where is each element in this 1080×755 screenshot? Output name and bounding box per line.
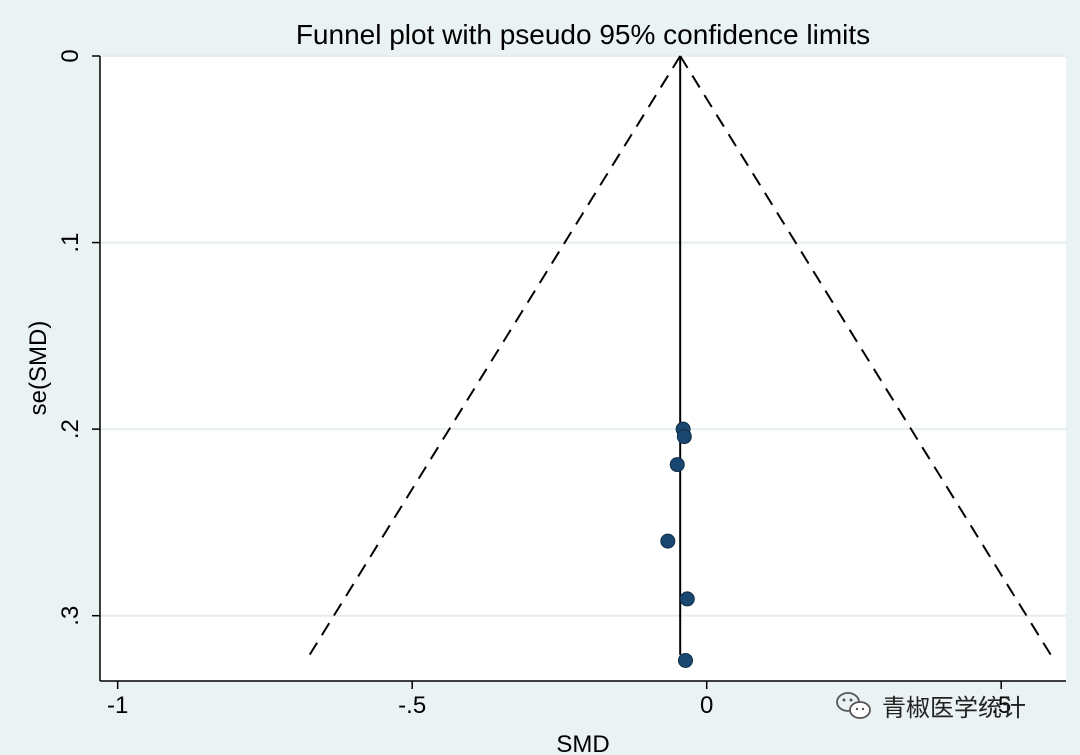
data-point-2 [669, 457, 685, 473]
data-point-3 [660, 533, 676, 549]
y-axis-label: se(SMD) [25, 321, 52, 416]
x-tick-label-0: -1 [107, 692, 128, 719]
chart-title: Funnel plot with pseudo 95% confidence l… [296, 19, 870, 50]
x-tick-label-3: .5 [991, 692, 1011, 719]
upper-confidence-limit [679, 55, 1052, 656]
axis-ticks: 0 .1 .2 .3 -1 -.5 0 .5 [57, 49, 1011, 719]
x-tick-label-2: 0 [700, 692, 713, 719]
y-tick-label-0: 0 [57, 49, 84, 62]
x-tick-label-1: -.5 [398, 692, 426, 719]
x-axis-label: SMD [556, 731, 609, 755]
data-point-1 [676, 429, 692, 445]
plot-area [100, 56, 1066, 681]
grid-lines [100, 55, 1066, 617]
wechat-icon [836, 692, 871, 719]
data-point-5 [677, 652, 693, 668]
data-points [660, 421, 695, 668]
watermark: 青椒医学统计 [836, 692, 1026, 722]
y-tick-label-2: .2 [57, 419, 84, 439]
lower-confidence-limit [308, 55, 682, 656]
data-point-4 [679, 591, 695, 607]
watermark-text: 青椒医学统计 [882, 694, 1026, 722]
y-tick-label-1: .1 [57, 233, 84, 253]
confidence-limits [308, 55, 1052, 656]
y-tick-label-3: .3 [57, 606, 84, 626]
